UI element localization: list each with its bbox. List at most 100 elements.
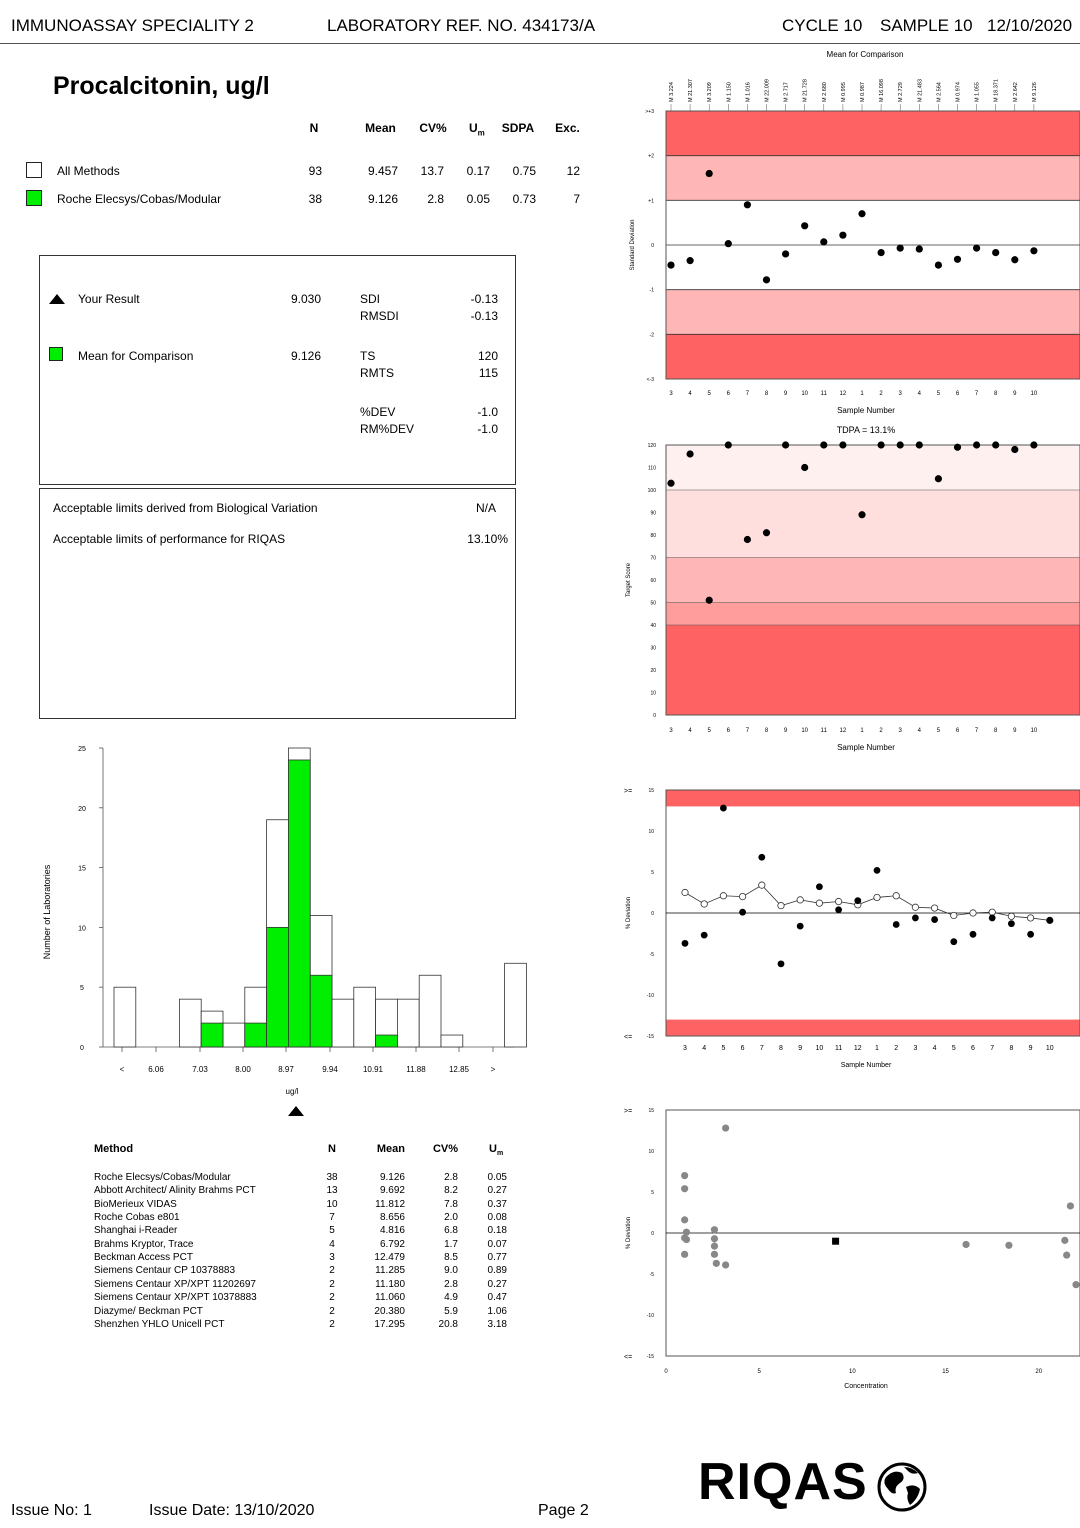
conc-xtick-label: 20	[1035, 1369, 1042, 1375]
sdi-xtick-label: 3	[669, 391, 673, 397]
sdi-xtick-label: 5	[708, 391, 712, 397]
dev-point	[758, 853, 766, 861]
conc-point	[962, 1240, 970, 1249]
conc-xtick-label: 0	[664, 1369, 668, 1375]
method-cv: 6.8	[444, 1225, 458, 1237]
method-n: 7	[329, 1212, 335, 1224]
sdi-ytick-label: +2	[648, 154, 654, 160]
stats-row-label: All Methods	[57, 164, 120, 178]
ts-point	[973, 441, 981, 449]
ts-ytick-label: 0	[653, 713, 656, 719]
target-score-chart: TDPA = 13.1%0102030405060708090100110120…	[626, 425, 1080, 752]
ts-xtick-label: 7	[975, 728, 979, 734]
analyte-title: Procalcitonin, ug/l	[53, 72, 270, 100]
result-marker-icon	[288, 1106, 304, 1116]
um-sub: m	[477, 128, 485, 138]
histogram-xtick-label: 9.94	[322, 1065, 338, 1074]
conc-point	[681, 1185, 689, 1193]
sdi-xtick-label: 5	[937, 391, 941, 397]
conc-point	[681, 1172, 689, 1180]
dev-point	[988, 914, 996, 922]
band-mid	[666, 557, 1080, 603]
dev-point	[950, 938, 958, 946]
method-name: Siemens Centaur XP/XPT 11202697	[94, 1278, 256, 1290]
ts-ytick-label: 20	[650, 668, 656, 674]
sdi-top-label: M 1.150	[726, 82, 732, 102]
dev-xlabel: Sample Number	[841, 1062, 892, 1069]
sdi-xtick-label: 6	[956, 391, 960, 397]
dev-label: %DEV	[360, 405, 396, 419]
ts-xtick-label: 5	[937, 728, 941, 734]
sdi-ytick-label: -2	[650, 332, 655, 338]
stats-row-mean: 9.126	[367, 192, 398, 206]
method-n: 5	[329, 1225, 335, 1237]
dev-running-point	[873, 893, 881, 902]
sdi-xtick-label: 7	[746, 391, 750, 397]
mean-comparison-label: Mean for Comparison	[78, 349, 194, 363]
dev-point	[720, 804, 727, 812]
sdi-point	[820, 238, 828, 246]
dev-running-point	[988, 908, 996, 916]
dev-xtick-label: 11	[835, 1045, 842, 1052]
col-n: N	[309, 121, 319, 135]
sdi-xtick-label: 9	[1013, 391, 1017, 397]
dev-point	[681, 939, 689, 947]
method-name: Roche Cobas e801	[94, 1212, 180, 1224]
perf-limit-label: Acceptable limits of performance for RIQ…	[53, 532, 286, 546]
conc-ytick-label: 0	[651, 1231, 654, 1237]
sdi-top-label: M 21.728	[803, 79, 809, 102]
conc-xtick-label: 15	[942, 1369, 949, 1375]
histogram-bar-all	[113, 986, 137, 1048]
sdi-top-label: M 16.098	[879, 79, 885, 102]
conc-point	[712, 1259, 720, 1267]
dev-ytick-label: -15	[647, 1034, 654, 1040]
sdi-point	[667, 261, 675, 269]
dev-point	[1027, 930, 1034, 938]
sdi-point	[973, 244, 981, 252]
method-name: Siemens Centaur CP 10378883	[94, 1265, 236, 1277]
ts-xtick-label: 12	[840, 728, 847, 734]
method-um: 0.89	[487, 1265, 507, 1277]
dev-point	[854, 897, 862, 905]
conc-xlabel: Concentration	[844, 1383, 888, 1390]
dev-running-point	[1026, 914, 1035, 922]
method-n: 3	[329, 1252, 335, 1264]
histogram-bar-all	[396, 998, 420, 1048]
ts-point	[686, 450, 694, 458]
mean-comparison-value: 9.126	[291, 349, 322, 363]
sdi-xtick-label: 6	[727, 391, 731, 397]
dev-running-point	[719, 892, 728, 900]
method-mean: 12.479	[374, 1252, 405, 1264]
dev-running-point	[796, 896, 804, 904]
method-swatch	[26, 190, 42, 206]
method-cv: 1.7	[444, 1238, 458, 1250]
sdi-xtick-label: 9	[784, 391, 788, 397]
programme-name: IMMUNOASSAY SPECIALITY 2	[11, 16, 254, 35]
dev-xtick-label: 3	[683, 1045, 687, 1052]
conc-xtick-label: 10	[849, 1369, 856, 1375]
dev-ytick-label: -10	[647, 993, 654, 999]
dev-ytick-label: 15	[648, 788, 654, 794]
histogram-ytick-label: 25	[78, 746, 86, 753]
method-cv: 4.9	[444, 1292, 458, 1304]
sdi-point	[915, 245, 923, 253]
dev-xtick-label: 5	[721, 1045, 725, 1052]
method-n: 38	[326, 1172, 338, 1183]
ts-point	[839, 441, 847, 449]
sdi-top-label: M 22.009	[765, 79, 771, 102]
histogram-bar-method	[244, 1022, 268, 1048]
conc-point	[710, 1250, 719, 1258]
method-mean: 11.180	[375, 1278, 405, 1290]
method-cv: 5.9	[444, 1305, 458, 1317]
ts-point	[743, 535, 751, 544]
histogram-bar-method	[375, 1034, 398, 1048]
methods-col-um: Um	[489, 1143, 503, 1157]
ts-xtick-label: 6	[956, 728, 960, 734]
ts-point	[762, 529, 771, 537]
method-mean: 11.060	[375, 1292, 405, 1304]
dev-point	[969, 930, 977, 938]
bio-limit-label: Acceptable limits derived from Biologica…	[53, 501, 318, 515]
page-number: Page 2	[538, 1502, 589, 1519]
band-bottom	[666, 1019, 1080, 1036]
